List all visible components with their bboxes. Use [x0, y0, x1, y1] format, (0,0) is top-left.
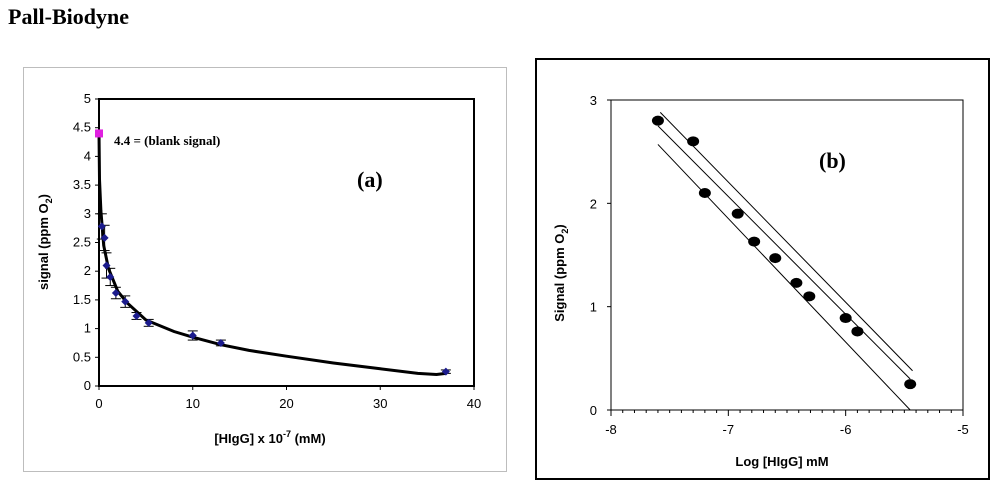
y-tick-label-b: 3	[590, 93, 597, 108]
y-axis-label-b: Signal (ppm O2)	[552, 224, 570, 321]
x-axis-label-a: [HIgG] x 10-7 (mM)	[214, 429, 325, 446]
fit-line-upper-confidence	[659, 112, 913, 372]
chart-panel-a: (a) 4.4 = (blank signal) [HIgG] x 10-7 (…	[23, 67, 507, 472]
data-point-b	[687, 136, 700, 147]
x-tick-label-a: 20	[279, 396, 293, 411]
fit-line-lower-confidence	[657, 144, 911, 411]
data-point-b	[651, 115, 664, 126]
x-tick-label-b: -5	[957, 422, 969, 437]
data-point-a	[144, 318, 153, 327]
data-point-a	[97, 222, 106, 231]
x-tick-label-b: -6	[840, 422, 852, 437]
y-tick-label-a: 0	[84, 378, 91, 393]
data-point-b	[731, 208, 744, 219]
blank-signal-annotation: 4.4 = (blank signal)	[114, 133, 220, 148]
y-tick-label-a: 5	[84, 91, 91, 106]
page-heading: Pall-Biodyne	[8, 4, 130, 29]
fit-line-regression	[657, 125, 911, 380]
y-tick-label-a: 3	[84, 206, 91, 221]
y-tick-label-a: 1.5	[73, 292, 91, 307]
y-tick-label-a: 2.5	[73, 235, 91, 250]
y-tick-label-a: 2	[84, 263, 91, 278]
data-point-a	[111, 289, 120, 298]
data-point-a	[216, 338, 225, 347]
data-point-b	[839, 313, 852, 324]
data-point-b	[698, 188, 711, 198]
blank-signal-point	[95, 129, 103, 138]
y-tick-label-a: 0.5	[73, 349, 91, 364]
x-tick-label-a: 10	[186, 396, 200, 411]
x-tick-label-a: 40	[467, 396, 481, 411]
x-axis-label-b: Log [HIgG] mM	[735, 454, 828, 469]
panel-label-a: (a)	[357, 167, 383, 192]
y-tick-label-a: 4	[84, 148, 91, 163]
data-point-a	[132, 311, 141, 320]
data-point-b	[769, 253, 782, 264]
data-point-b	[803, 291, 816, 302]
fit-curve-a	[97, 133, 447, 377]
y-tick-label-b: 1	[590, 300, 597, 315]
x-tick-label-a: 0	[95, 396, 102, 411]
data-point-a	[188, 331, 197, 340]
y-tick-label-b: 0	[590, 403, 597, 418]
data-point-a	[106, 272, 115, 281]
data-point-b	[790, 277, 803, 288]
chart-a-svg: (a) 4.4 = (blank signal) [HIgG] x 10-7 (…	[36, 91, 481, 446]
panel-label-b: (b)	[819, 148, 846, 173]
y-tick-label-a: 3.5	[73, 177, 91, 192]
data-point-a	[100, 233, 109, 242]
y-tick-label-a: 4.5	[73, 120, 91, 135]
y-axis-label-a: signal (ppm O2)	[36, 194, 54, 290]
data-point-a	[441, 367, 450, 376]
data-point-a	[102, 261, 111, 270]
data-point-a	[121, 297, 130, 306]
y-tick-label-a: 1	[84, 321, 91, 336]
data-point-b	[904, 379, 917, 390]
data-point-b	[851, 326, 864, 337]
chart-panel-b: (b) Log [HIgG] mM Signal (ppm O2) 0 1 2 3 -8…	[535, 58, 990, 480]
data-point-b	[748, 236, 761, 247]
x-tick-label-a: 30	[373, 396, 387, 411]
chart-b-svg: (b) Log [HIgG] mM Signal (ppm O2) 0 1 2 3 -8…	[552, 93, 969, 469]
y-tick-label-b: 2	[590, 196, 597, 211]
x-tick-label-b: -7	[723, 422, 735, 437]
x-tick-label-b: -8	[605, 422, 617, 437]
